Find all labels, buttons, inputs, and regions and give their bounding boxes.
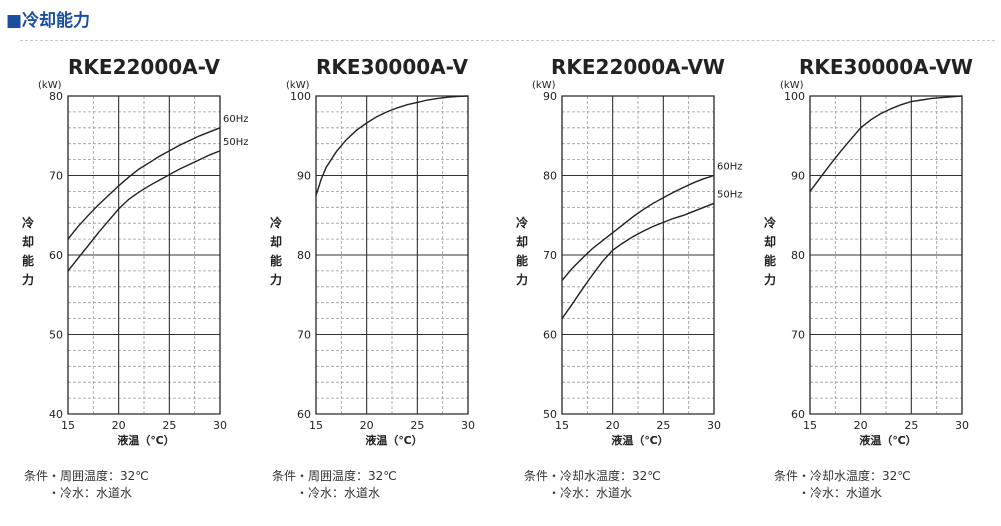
series-label: 60Hz	[223, 114, 249, 125]
x-tick-label: 30	[955, 419, 969, 432]
x-tick-label: 30	[707, 419, 721, 432]
series-label: 50Hz	[717, 189, 743, 200]
y-axis-label: 冷却能力	[270, 215, 282, 287]
y-tick-label: 60	[543, 329, 557, 342]
y-tick-label: 60	[791, 408, 805, 421]
x-axis-label: 液温（℃）	[365, 433, 422, 447]
y-tick-label: 60	[297, 408, 311, 421]
section-title: ■冷却能力	[6, 11, 91, 31]
y-tick-label: 100	[290, 90, 311, 103]
chart-rke30000a-v: RKE30000A-V 60 70 80 90 100 15 20 25 30 (kW) 液温（℃） 冷…	[258, 48, 508, 468]
section-divider	[20, 40, 995, 41]
x-tick-label: 20	[606, 419, 620, 432]
series-label: 50Hz	[223, 137, 249, 148]
condition-line: 条件・冷却水温度：32℃	[774, 469, 911, 483]
conditions-0: 条件・周囲温度：32℃ ・冷水：水道水	[24, 468, 149, 502]
y-unit-label: (kW)	[286, 80, 310, 91]
chart-rke22000a-v: RKE22000A-V 40 50 60 70 80 15 20 25 30 (kW) 液温（℃） 冷却…	[10, 48, 260, 468]
series-line	[561, 174, 715, 281]
series-line	[315, 95, 469, 196]
condition-line: 条件・冷却水温度：32℃	[524, 469, 661, 483]
condition-line: ・冷水：水道水	[798, 486, 883, 500]
chart-svg: RKE22000A-V 40 50 60 70 80 15 20 25 30 (kW) 液温（℃） 冷却…	[22, 55, 249, 447]
plot-frame	[561, 95, 715, 415]
y-unit-label: (kW)	[780, 80, 804, 91]
conditions-3: 条件・冷却水温度：32℃ ・冷水：水道水	[774, 468, 911, 502]
series-line	[67, 127, 221, 240]
chart-svg: RKE30000A-V 60 70 80 90 100 15 20 25 30 (kW) 液温（℃） 冷…	[270, 55, 475, 447]
y-tick-label: 70	[543, 249, 557, 262]
y-tick-label: 70	[297, 329, 311, 342]
x-axis-label: 液温（℃）	[611, 433, 668, 447]
series-label: 60Hz	[717, 162, 743, 173]
x-axis-label: 液温（℃）	[859, 433, 916, 447]
y-tick-label: 80	[543, 170, 557, 183]
y-unit-label: (kW)	[532, 80, 556, 91]
chart-rke30000a-vw: RKE30000A-VW 60 70 80 90 100 15 20 25 30 (kW) 液温（℃）…	[752, 48, 1001, 468]
y-unit-label: (kW)	[38, 80, 62, 91]
y-tick-label: 80	[49, 90, 63, 103]
series-line	[561, 202, 715, 320]
chart-title: RKE30000A-V	[316, 55, 468, 79]
y-tick-label: 40	[49, 408, 63, 421]
plot-frame	[67, 95, 221, 415]
x-tick-label: 25	[904, 419, 918, 432]
y-axis-label: 冷却能力	[516, 215, 528, 287]
x-tick-label: 15	[555, 419, 569, 432]
y-tick-label: 70	[49, 170, 63, 183]
condition-line: ・冷水：水道水	[548, 486, 633, 500]
chart-svg: RKE30000A-VW 60 70 80 90 100 15 20 25 30 (kW) 液温（℃）…	[764, 55, 973, 447]
x-tick-label: 15	[309, 419, 323, 432]
chart-title: RKE22000A-V	[68, 55, 220, 79]
plot-frame	[809, 95, 963, 415]
chart-rke22000a-vw: RKE22000A-VW 50 60 70 80 90 15 20 25 30 (kW) 液温（℃） 冷…	[504, 48, 754, 468]
y-tick-label: 50	[49, 329, 63, 342]
condition-line: 条件・周囲温度：32℃	[24, 469, 149, 483]
y-tick-label: 90	[543, 90, 557, 103]
series-line	[809, 95, 963, 192]
x-tick-label: 20	[112, 419, 126, 432]
chart-svg: RKE22000A-VW 50 60 70 80 90 15 20 25 30 (kW) 液温（℃） 冷…	[516, 55, 743, 447]
y-tick-label: 70	[791, 329, 805, 342]
x-axis-label: 液温（℃）	[117, 433, 174, 447]
x-tick-label: 15	[803, 419, 817, 432]
series-line	[67, 150, 221, 272]
x-tick-label: 30	[461, 419, 475, 432]
x-tick-label: 25	[410, 419, 424, 432]
y-tick-label: 90	[297, 170, 311, 183]
x-tick-label: 25	[656, 419, 670, 432]
chart-title: RKE22000A-VW	[551, 55, 725, 79]
x-tick-label: 15	[61, 419, 75, 432]
y-axis-label: 冷却能力	[22, 215, 34, 287]
conditions-2: 条件・冷却水温度：32℃ ・冷水：水道水	[524, 468, 661, 502]
conditions-1: 条件・周囲温度：32℃ ・冷水：水道水	[272, 468, 397, 502]
y-tick-label: 100	[784, 90, 805, 103]
y-axis-label: 冷却能力	[764, 215, 776, 287]
y-tick-label: 50	[543, 408, 557, 421]
y-tick-label: 60	[49, 249, 63, 262]
y-tick-label: 80	[791, 249, 805, 262]
plot-frame	[315, 95, 469, 415]
x-tick-label: 20	[854, 419, 868, 432]
condition-line: ・冷水：水道水	[296, 486, 381, 500]
x-tick-label: 20	[360, 419, 374, 432]
condition-line: ・冷水：水道水	[48, 486, 133, 500]
x-tick-label: 25	[162, 419, 176, 432]
y-tick-label: 90	[791, 170, 805, 183]
x-tick-label: 30	[213, 419, 227, 432]
condition-line: 条件・周囲温度：32℃	[272, 469, 397, 483]
y-tick-label: 80	[297, 249, 311, 262]
chart-title: RKE30000A-VW	[799, 55, 973, 79]
